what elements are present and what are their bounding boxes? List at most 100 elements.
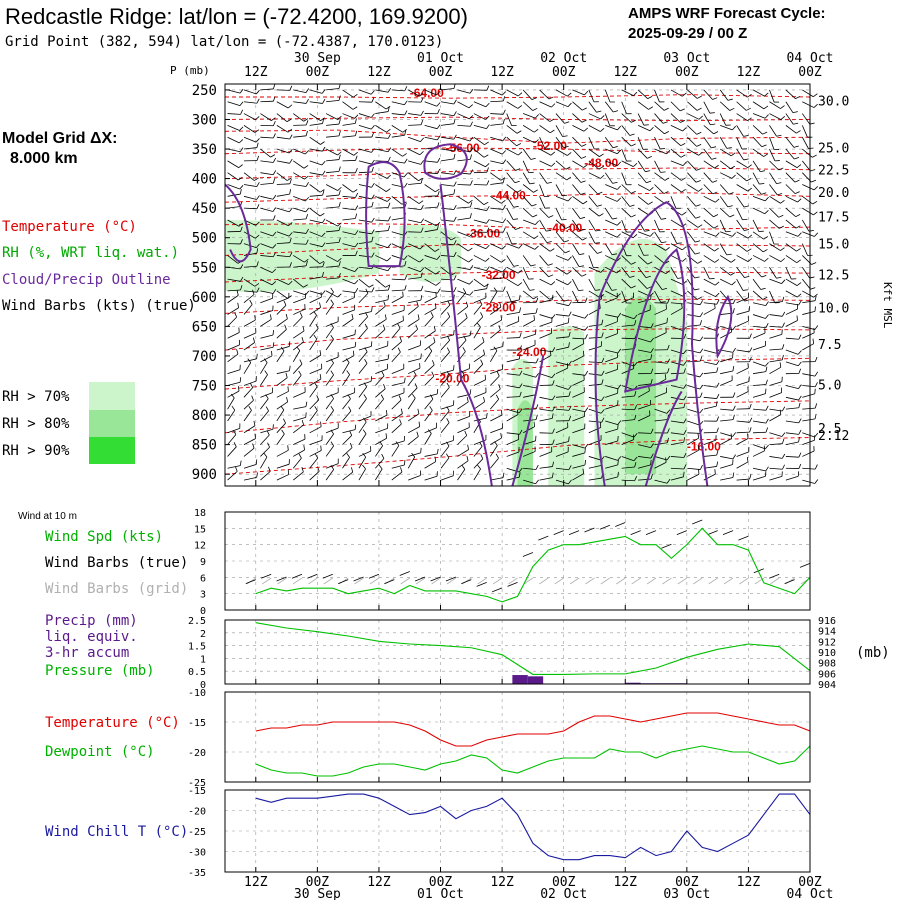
wind-barb <box>490 375 500 386</box>
top-hour-label: 00Z <box>675 65 699 80</box>
wind-barb-flag <box>253 420 256 426</box>
wind-barb <box>769 476 783 481</box>
wind-barb-flag <box>662 121 668 124</box>
wind-barb <box>260 346 274 351</box>
wind-barb-flag <box>746 178 752 182</box>
wind-barb <box>670 441 684 446</box>
wind-barb-flag <box>666 437 669 443</box>
wind-barb <box>260 195 274 200</box>
wind-barb-flag <box>371 113 375 118</box>
wind-barb-flag <box>502 109 506 115</box>
wind-barb <box>654 113 664 124</box>
wind-barb <box>522 231 535 240</box>
wind-barb <box>243 332 257 339</box>
wind-barb <box>457 113 470 120</box>
wind-barb-flag <box>732 299 736 304</box>
wind-barb-flag <box>564 121 570 124</box>
wind-barb-flag <box>404 377 406 383</box>
true-wind-barb <box>322 573 333 579</box>
wind-barb <box>605 404 618 410</box>
wind-barb <box>802 432 815 438</box>
wind-barb-flag <box>727 205 733 208</box>
wind-barb <box>555 346 569 351</box>
wind-barb <box>276 422 286 434</box>
wind-barb-flag <box>597 251 603 254</box>
height-tick-label: 25.0 <box>818 141 849 156</box>
top-date-label: 30 Sep <box>294 51 341 66</box>
wind-barb-flag <box>762 131 768 135</box>
wind-barb-flag <box>338 201 341 208</box>
wind-barb-flag <box>467 247 473 252</box>
wind-barb <box>654 255 665 264</box>
wind-barb-flag <box>271 117 276 121</box>
wind-barb-flag <box>716 450 719 456</box>
wind-barb <box>785 136 795 148</box>
wind-barb <box>375 111 389 114</box>
wind-chill-label: Wind Chill T (°C) <box>45 824 188 840</box>
wind-barb-flag <box>585 297 588 303</box>
grid-wind-barb <box>308 577 318 585</box>
wind-barb-flag <box>730 326 733 333</box>
wind-barb <box>276 290 288 299</box>
wind-barb-flag <box>516 189 522 193</box>
wind-barb <box>719 148 732 157</box>
wind-barb <box>720 380 733 386</box>
wind-barb-flag <box>387 266 392 271</box>
wind-barb-flag <box>601 370 605 376</box>
wind-barb-flag <box>648 106 654 110</box>
wind-barb <box>654 89 660 103</box>
wind-barb-flag <box>814 403 818 409</box>
wind-barb-flag <box>518 244 523 249</box>
pressure-tick-label: 600 <box>192 290 217 306</box>
wind-barb <box>720 419 734 422</box>
wind-barb-flag <box>255 116 260 121</box>
wind-barb <box>293 341 304 351</box>
wind-barb <box>785 432 799 435</box>
wind-barb-flag <box>301 337 304 343</box>
wind-barb-flag <box>237 302 240 308</box>
wind-barb <box>457 172 471 175</box>
wind-barb <box>802 196 814 205</box>
wind-chill-tick-label: -35 <box>188 868 206 879</box>
wind-barb-flag <box>695 216 701 219</box>
wind10m-tick-label: 0 <box>200 606 206 617</box>
wind-barb-flag <box>649 126 654 132</box>
chart-title: Redcastle Ridge: lat/lon = (-72.4200, 16… <box>5 4 468 29</box>
wind-barb <box>473 446 483 457</box>
wind-barb-flag <box>582 338 585 344</box>
wind-barb-flag <box>633 162 638 167</box>
wind-barb <box>736 420 750 423</box>
wind-barb <box>621 419 635 422</box>
wind-barb <box>719 266 731 276</box>
wind-barb <box>293 290 306 296</box>
wind-barb <box>375 184 387 192</box>
wind-barb <box>720 278 732 286</box>
wind-barb-flag <box>483 154 489 158</box>
wind-barb-flag <box>387 133 391 139</box>
wind-barb <box>342 309 355 315</box>
wind-barb <box>227 172 239 181</box>
wind-barb-flag <box>535 373 539 378</box>
wind-barb-flag <box>402 129 408 133</box>
wind-barb-flag <box>437 288 441 294</box>
wind-barb <box>752 420 766 424</box>
wind-barb-flag <box>256 155 260 161</box>
wind-barb <box>391 243 404 250</box>
wind-barb <box>637 337 651 343</box>
wind-chill-tick-label: -25 <box>188 827 206 838</box>
wind-barb-flag <box>240 226 243 232</box>
wind-barb <box>227 353 239 363</box>
wind-barb-flag <box>535 404 539 410</box>
wind-barb-flag <box>502 96 506 102</box>
wind-barb <box>654 408 667 414</box>
wind-barb <box>523 467 537 470</box>
wind-barb-flag <box>349 442 353 448</box>
top-hour-label: 00Z <box>429 65 453 80</box>
wind-barb-flag <box>412 393 416 399</box>
wind-barb <box>309 136 321 145</box>
wind-barb-flag <box>480 312 484 318</box>
dewpoint-panel-label: Dewpoint (°C) <box>45 744 155 760</box>
wind-barb-flag <box>580 216 586 219</box>
wind-barb-flag <box>765 366 768 372</box>
